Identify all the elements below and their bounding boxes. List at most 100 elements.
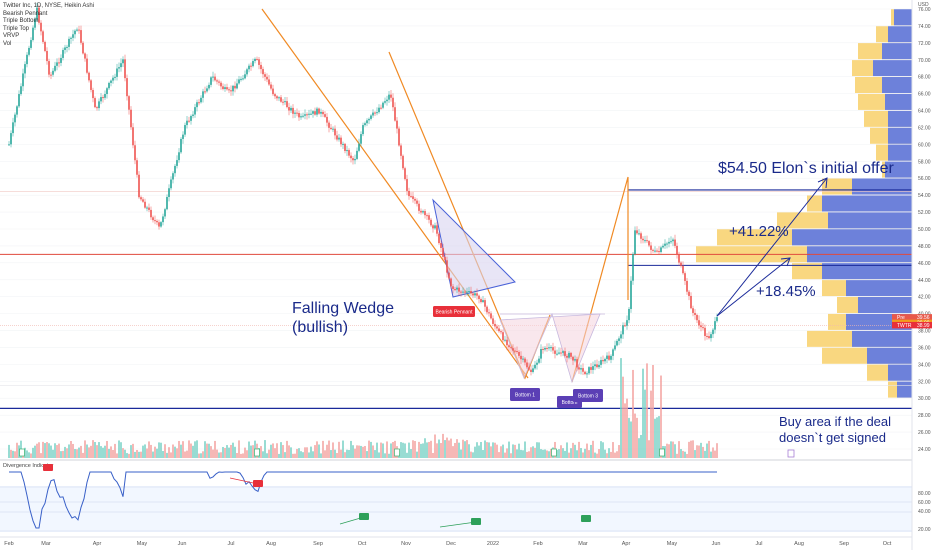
volume-bar (200, 453, 202, 458)
candle-body (252, 61, 254, 67)
candle-body (474, 293, 476, 296)
volume-bar (246, 450, 248, 458)
candle-body (570, 352, 572, 357)
bottom3-badge (573, 389, 603, 402)
candle-body (582, 368, 584, 372)
volume-bar (124, 449, 126, 458)
bearish-pennant-badge-label: Bearish Pennant (436, 310, 474, 316)
candle-body (44, 41, 46, 52)
volume-bar (586, 443, 588, 458)
bottom1-badge-label: Bottom 1 (515, 393, 535, 399)
candle-body (302, 115, 304, 117)
candle-body (398, 128, 400, 146)
volume-profile-buy-bar (822, 262, 912, 280)
candle-body (54, 65, 56, 71)
candle-body (316, 108, 318, 115)
legend-item[interactable]: Triple Bottom (3, 18, 39, 24)
buy-area-label-line1: Buy area if the deal (779, 414, 891, 429)
candle-body (436, 225, 438, 234)
legend-item[interactable]: VRVP (3, 33, 20, 39)
candle-body (178, 152, 180, 161)
volume-bar (68, 444, 70, 458)
candle-body (692, 308, 694, 313)
y-tick-label: 42.00 (918, 295, 931, 301)
volume-bar (30, 453, 32, 458)
volume-bar (424, 438, 426, 458)
volume-bar (478, 445, 480, 458)
candle-body (546, 347, 548, 349)
volume-bar (526, 451, 528, 458)
x-tick-label: 2022 (487, 541, 499, 547)
candle-body (490, 313, 492, 319)
volume-bar (348, 449, 350, 458)
volume-bar (584, 448, 586, 458)
candle-body (396, 120, 398, 129)
volume-bar (536, 442, 538, 458)
volume-bar (524, 441, 526, 458)
candle-body (522, 358, 524, 360)
volume-bar (402, 442, 404, 458)
legend-item[interactable]: Triple Top (3, 25, 30, 32)
volume-bar (54, 443, 56, 458)
legend-item[interactable]: Bearish Pennant (3, 10, 48, 17)
candle-body (530, 369, 532, 372)
candle-body (680, 262, 682, 266)
candle-body (238, 79, 240, 84)
volume-bar (340, 449, 342, 458)
candle-body (428, 215, 430, 220)
gain-18-label: +18.45% (756, 283, 816, 300)
horizontal-levels (0, 189, 912, 409)
volume-bar (546, 450, 548, 458)
volume-bar (594, 452, 596, 458)
candle-body (132, 127, 134, 146)
candle-body (116, 68, 118, 77)
projection-arrows (716, 177, 828, 317)
candle-body (380, 107, 382, 109)
volume-bar (530, 447, 532, 458)
volume-bar (368, 440, 370, 458)
candle-body (310, 113, 312, 115)
volume-bar (598, 449, 600, 458)
candle-body (254, 58, 256, 62)
candle-body (714, 321, 716, 330)
candle-body (488, 312, 490, 314)
volume-bar (574, 444, 576, 458)
candle-body (626, 320, 628, 326)
volume-bar (160, 442, 162, 458)
candle-body (46, 51, 48, 62)
candle-body (700, 325, 702, 328)
volume-bar (560, 445, 562, 458)
bottom1-badge (510, 388, 540, 401)
candle-body (704, 327, 706, 336)
candle-body (418, 203, 420, 211)
candle-body (524, 358, 526, 363)
candle-body (588, 367, 590, 374)
candle-body (690, 295, 692, 309)
volume-bar (406, 452, 408, 458)
volume-bar (144, 444, 146, 458)
candle-body (256, 58, 258, 60)
candle-body (598, 364, 600, 368)
candle-body (708, 336, 710, 339)
candle-body (484, 300, 486, 307)
legend-item[interactable]: Vol (3, 40, 12, 47)
volume-bar (288, 445, 290, 458)
volume-bar (636, 417, 638, 458)
candle-body (220, 82, 222, 87)
volume-bar (494, 442, 496, 458)
volume-bar (248, 441, 250, 458)
volume-bar (212, 449, 214, 458)
candle-body (244, 74, 246, 79)
volume-bar (480, 441, 482, 458)
volume-bar (694, 450, 696, 458)
volume-bar (48, 443, 50, 458)
volume-bar (596, 453, 598, 458)
candle-body (412, 196, 414, 199)
candle-body (138, 174, 140, 198)
candle-body (422, 211, 424, 213)
candle-body (526, 362, 528, 368)
candle-body (282, 101, 284, 103)
volume-profile-buy-bar (846, 279, 912, 297)
candle-body (280, 97, 282, 102)
candle-body (594, 364, 596, 367)
